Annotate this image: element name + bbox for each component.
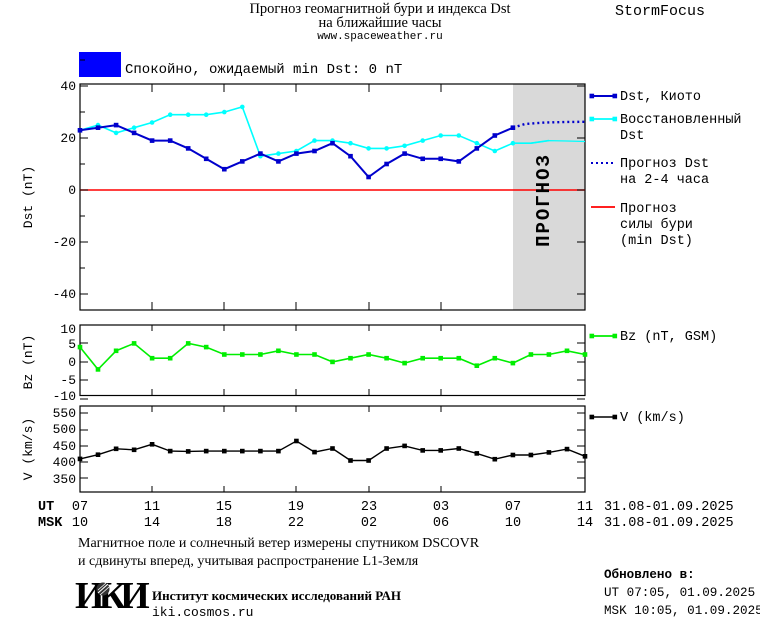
svg-text:V (km/s): V (km/s) bbox=[21, 418, 36, 480]
svg-text:14: 14 bbox=[577, 516, 593, 531]
svg-text:Восстановленный: Восстановленный bbox=[620, 113, 742, 128]
svg-text:V (km/s): V (km/s) bbox=[620, 411, 685, 426]
svg-text:500: 500 bbox=[53, 422, 76, 437]
svg-text:UT 07:05, 01.09.2025: UT 07:05, 01.09.2025 bbox=[604, 586, 755, 600]
svg-text:Институт космических исследова: Институт космических исследований РАН bbox=[152, 588, 401, 603]
svg-text:40: 40 bbox=[60, 79, 76, 94]
svg-text:350: 350 bbox=[53, 472, 76, 487]
svg-text:силы бури: силы бури bbox=[620, 218, 693, 233]
svg-text:UT: UT bbox=[38, 500, 54, 515]
svg-text:0: 0 bbox=[68, 355, 76, 370]
svg-text:03: 03 bbox=[433, 500, 449, 515]
svg-text:23: 23 bbox=[361, 500, 377, 515]
svg-text:Bz (nT): Bz (nT) bbox=[21, 335, 36, 390]
svg-text:22: 22 bbox=[288, 516, 304, 531]
svg-text:10: 10 bbox=[72, 516, 88, 531]
svg-text:-5: -5 bbox=[60, 373, 76, 388]
svg-text:450: 450 bbox=[53, 439, 76, 454]
svg-text:-40: -40 bbox=[53, 287, 76, 302]
svg-text:StormFocus: StormFocus bbox=[615, 3, 705, 20]
svg-text:14: 14 bbox=[144, 516, 160, 531]
svg-text:www.spaceweather.ru: www.spaceweather.ru bbox=[317, 31, 442, 43]
svg-text:MSK: MSK bbox=[38, 516, 63, 531]
svg-text:на ближайшие часы: на ближайшие часы bbox=[319, 15, 442, 31]
svg-text:MSK 10:05, 01.09.2025: MSK 10:05, 01.09.2025 bbox=[604, 604, 760, 618]
svg-text:-10: -10 bbox=[53, 389, 76, 404]
svg-text:-20: -20 bbox=[53, 235, 76, 250]
svg-text:19: 19 bbox=[288, 500, 304, 515]
svg-text:iki.cosmos.ru: iki.cosmos.ru bbox=[152, 605, 253, 620]
svg-text:11: 11 bbox=[577, 500, 593, 515]
svg-text:и сдвинуты вперед, учитывая ра: и сдвинуты вперед, учитывая распростране… bbox=[78, 554, 419, 569]
svg-text:ПРОГНОЗ: ПРОГНОЗ bbox=[533, 153, 555, 247]
svg-text:(min Dst): (min Dst) bbox=[620, 234, 693, 249]
svg-text:31.08-01.09.2025: 31.08-01.09.2025 bbox=[604, 516, 734, 531]
svg-text:550: 550 bbox=[53, 406, 76, 421]
svg-text:Dst (nT): Dst (nT) bbox=[21, 166, 36, 228]
svg-text:06: 06 bbox=[433, 516, 449, 531]
svg-text:0: 0 bbox=[68, 183, 76, 198]
svg-text:Обновлено в:: Обновлено в: bbox=[604, 567, 695, 582]
svg-text:Dst, Киото: Dst, Киото bbox=[620, 90, 701, 105]
svg-text:Магнитное поле и солнечный вет: Магнитное поле и солнечный ветер измерен… bbox=[78, 536, 480, 551]
svg-text:18: 18 bbox=[216, 516, 232, 531]
svg-text:Bz (nT, GSM): Bz (nT, GSM) bbox=[620, 330, 717, 345]
svg-text:07: 07 bbox=[505, 500, 521, 515]
svg-text:Dst: Dst bbox=[620, 129, 644, 144]
svg-text:31.08-01.09.2025: 31.08-01.09.2025 bbox=[604, 500, 734, 515]
svg-text:10: 10 bbox=[505, 516, 521, 531]
svg-text:10: 10 bbox=[60, 322, 76, 337]
svg-text:11: 11 bbox=[144, 500, 160, 515]
svg-text:Прогноз Dst: Прогноз Dst bbox=[620, 157, 709, 172]
svg-text:ИКИ: ИКИ bbox=[75, 575, 149, 617]
svg-text:02: 02 bbox=[361, 516, 377, 531]
svg-text:Спокойно, ожидаемый min Dst: 0: Спокойно, ожидаемый min Dst: 0 nT bbox=[125, 61, 402, 78]
svg-text:на 2-4 часа: на 2-4 часа bbox=[620, 173, 709, 188]
svg-text:07: 07 bbox=[72, 500, 88, 515]
svg-text:15: 15 bbox=[216, 500, 232, 515]
svg-text:5: 5 bbox=[68, 337, 76, 352]
svg-text:Прогноз: Прогноз bbox=[620, 202, 677, 217]
svg-text:20: 20 bbox=[60, 131, 76, 146]
svg-text:400: 400 bbox=[53, 455, 76, 470]
